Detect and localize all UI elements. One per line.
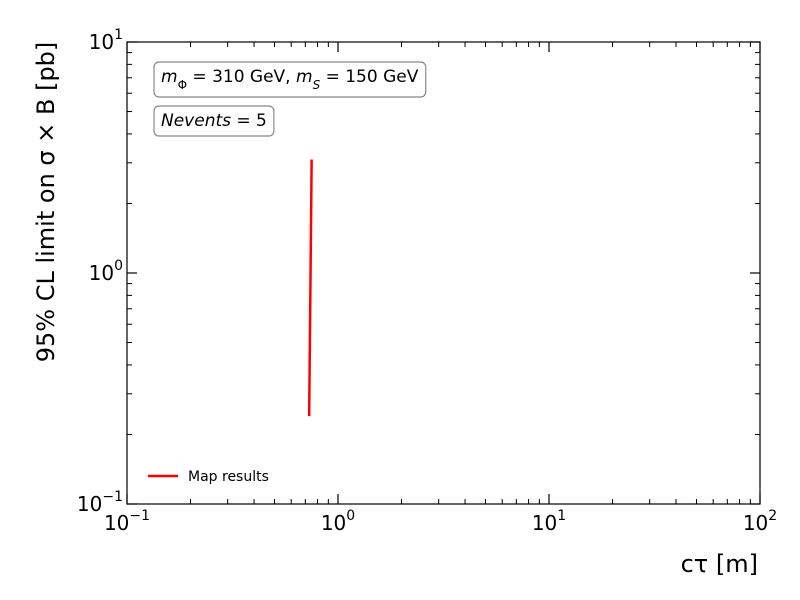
annotation-nevents: Nevents = 5 xyxy=(153,105,275,137)
x-tick-label: 10−1 xyxy=(104,508,150,535)
x-tick-label: 102 xyxy=(743,508,777,535)
annotation-nevents-text: Nevents = 5 xyxy=(161,111,267,131)
annotation-mass: mΦ = 310 GeV, mS = 150 GeV xyxy=(153,61,427,98)
legend-label: Map results xyxy=(188,469,269,485)
annotation-mass-text: mΦ = 310 GeV, mS = 150 GeV xyxy=(161,67,419,92)
plot-frame xyxy=(126,41,761,505)
annotation-mass-box xyxy=(153,61,427,98)
x-tick-label: 100 xyxy=(321,508,355,535)
x-axis-label: cτ [m] xyxy=(681,550,758,578)
y-tick-label: 101 xyxy=(89,27,123,54)
y-tick-label: 10−1 xyxy=(77,489,123,516)
annotation-nevents-box xyxy=(153,105,275,137)
y-tick-label: 100 xyxy=(89,258,123,285)
y-axis-label: 95% CL limit on σ × B [pb] xyxy=(32,42,60,363)
series-line-map-results xyxy=(307,159,313,417)
x-tick-label: 101 xyxy=(532,508,566,535)
